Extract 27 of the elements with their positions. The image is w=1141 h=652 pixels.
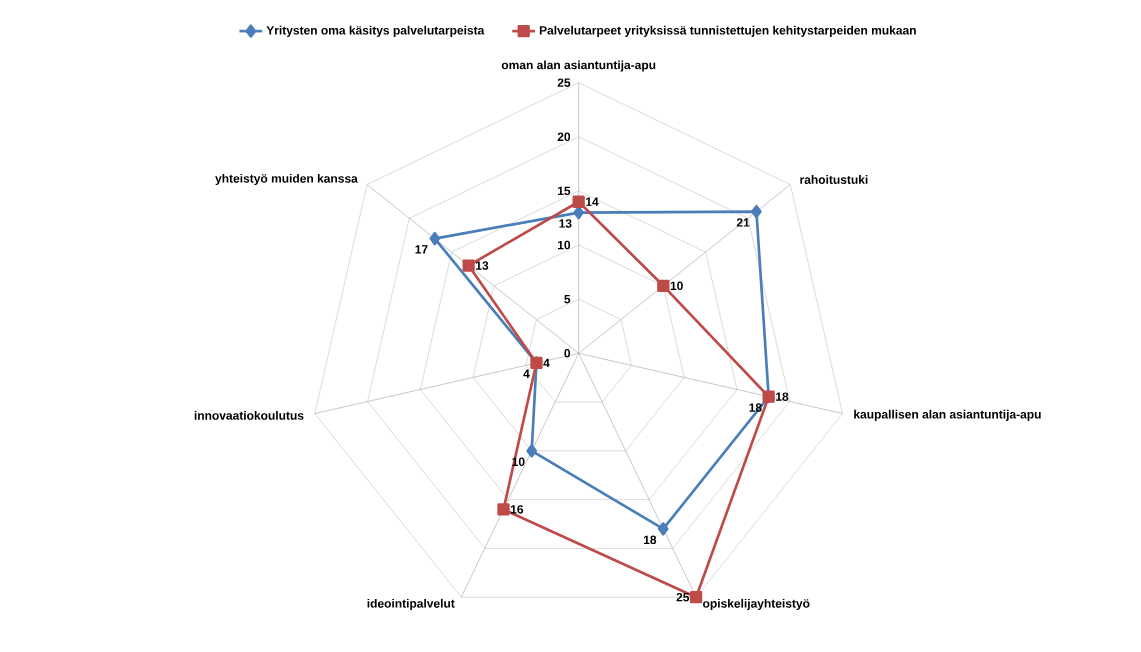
data-label: 17	[415, 245, 428, 254]
data-label: 14	[586, 197, 599, 206]
spoke-label: yhteistyö muiden kanssa	[215, 173, 358, 186]
spoke-label: opiskelijayhteistyö	[703, 598, 810, 611]
y-tick-label: 15	[557, 186, 571, 196]
data-label: 10	[670, 281, 683, 291]
data-label: 13	[559, 219, 572, 228]
data-label: 4	[543, 358, 550, 368]
spoke-label: ideointipalvelut	[367, 598, 455, 611]
y-tick-label: 10	[557, 240, 571, 250]
y-tick-label: 25	[557, 78, 571, 87]
data-label: 16	[510, 505, 524, 514]
spoke-label: oman alan asiantuntija-apu	[501, 60, 656, 72]
y-tick-label: 0	[564, 349, 571, 358]
spoke-label: kaupallisen alan asiantuntija-apu	[854, 409, 1041, 421]
data-label: 18	[776, 392, 789, 401]
data-label: 13	[476, 261, 489, 270]
data-label: 21	[736, 218, 750, 227]
data-label: 25	[676, 592, 690, 602]
spoke-label: rahoitustuki	[800, 175, 868, 184]
y-tick-label: 20	[557, 132, 571, 142]
y-tick-label: 5	[564, 295, 571, 304]
legend-label: Palvelutarpeet yrityksissä tunnistettujen kehitystarpeiden mukaan	[539, 25, 916, 37]
spoke-label: innovaatiokoulutus	[194, 410, 304, 420]
data-label: 18	[643, 535, 657, 545]
legend-label: Yritysten oma käsitys palvelutarpeista	[266, 25, 485, 37]
data-label: 4	[523, 369, 530, 378]
